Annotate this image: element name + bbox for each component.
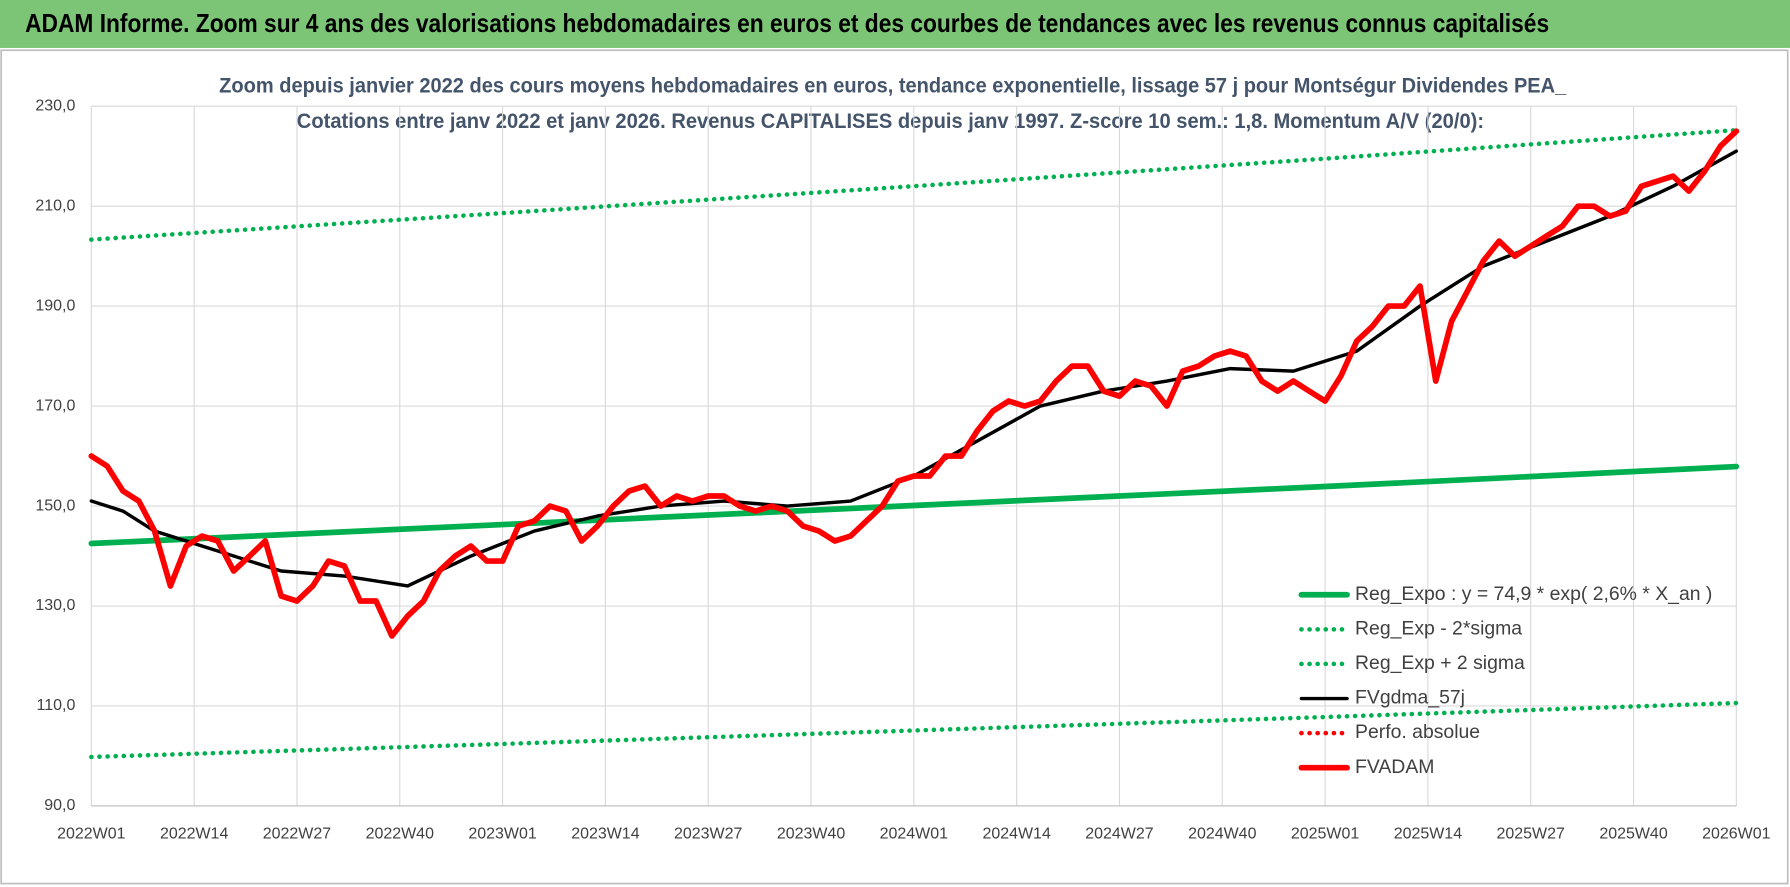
x-tick-label: 2022W01 [57, 826, 125, 843]
y-tick-label: 230,0 [35, 97, 75, 114]
x-tick-label: 2025W01 [1291, 826, 1359, 843]
legend-label: FVgdma_57j [1355, 687, 1465, 709]
header-bar [0, 0, 1790, 48]
x-tick-label: 2024W01 [880, 826, 948, 843]
x-tick-label: 2025W40 [1599, 826, 1667, 843]
x-tick-label: 2026W01 [1702, 826, 1770, 843]
x-tick-label: 2023W01 [468, 826, 536, 843]
x-tick-label: 2024W14 [982, 826, 1050, 843]
legend-label: Reg_Expo : y = 74,9 * exp( 2,6% * X_an ) [1355, 583, 1712, 605]
series-line [88, 463, 1740, 547]
x-tick-label: 2025W14 [1394, 826, 1462, 843]
series-line [89, 127, 1739, 242]
chart-title: Zoom depuis janvier 2022 des cours moyen… [219, 72, 1567, 97]
series-line [88, 128, 1740, 639]
y-tick-label: 130,0 [35, 597, 75, 614]
y-tick-label: 190,0 [35, 297, 75, 314]
chart-border [0, 49, 1789, 885]
x-tick-label: 2022W14 [160, 826, 228, 843]
y-tick-label: 110,0 [37, 697, 76, 714]
x-tick-label: 2024W27 [1085, 826, 1153, 843]
legend-label: Reg_Exp - 2*sigma [1355, 617, 1522, 639]
y-tick-label: 150,0 [35, 497, 75, 514]
legend-label: Perfo. absolue [1355, 721, 1480, 743]
legend-label: Reg_Exp + 2 sigma [1355, 652, 1525, 674]
legend-label: FVADAM [1355, 756, 1434, 778]
chart-subtitle: Cotations entre janv 2022 et janv 2026. … [297, 108, 1484, 133]
x-tick-label: 2023W27 [674, 826, 742, 843]
x-tick-label: 2022W27 [263, 826, 331, 843]
x-tick-label: 2022W40 [366, 826, 434, 843]
x-tick-label: 2025W27 [1497, 826, 1565, 843]
y-tick-label: 170,0 [35, 397, 75, 414]
y-tick-label: 90,0 [44, 797, 75, 814]
x-tick-label: 2023W14 [571, 826, 639, 843]
series-line [89, 149, 1739, 588]
x-tick-label: 2024W40 [1188, 826, 1256, 843]
x-tick-label: 2023W40 [777, 826, 845, 843]
series-line [89, 700, 1739, 760]
page-title: ADAM Informe. Zoom sur 4 ans des valoris… [25, 8, 1549, 38]
y-tick-label: 210,0 [35, 197, 75, 214]
